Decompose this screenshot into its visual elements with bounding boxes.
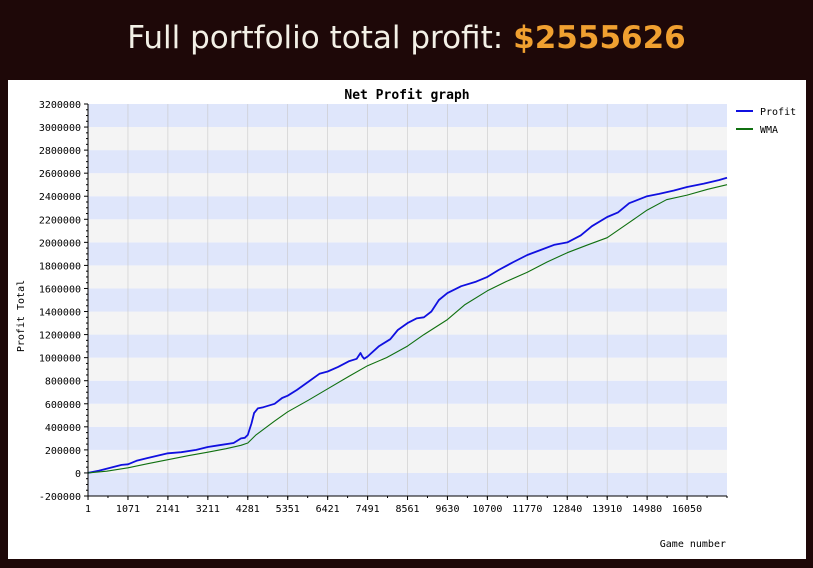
- header-label: Full portfolio total profit:: [127, 20, 504, 56]
- chart-panel: -200000 0 200000 400000 600000 800000 1000000 1…: [8, 80, 806, 559]
- y-tick-label: 200000: [45, 446, 81, 457]
- y-tick-label: 400000: [45, 423, 81, 434]
- y-tick-label: 2200000: [39, 215, 81, 226]
- x-tick-label: 2141: [156, 504, 180, 515]
- x-tick-label: 3211: [196, 504, 220, 515]
- y-axis-label: Profit Total: [16, 280, 27, 352]
- x-tick-label: 9630: [435, 504, 459, 515]
- x-tick-label: 13910: [592, 504, 622, 515]
- y-tick-label: 2600000: [39, 169, 81, 180]
- y-tick-label: 1800000: [39, 261, 81, 272]
- y-tick-label: 1600000: [39, 284, 81, 295]
- y-tick-label: 600000: [45, 400, 81, 411]
- x-tick-label: 14980: [632, 504, 662, 515]
- y-tick-label: 1400000: [39, 308, 81, 319]
- x-tick-label: 11770: [512, 504, 542, 515]
- x-tick-label: 5351: [276, 504, 300, 515]
- x-tick-label: 4281: [236, 504, 260, 515]
- y-tick-label: 1200000: [39, 331, 81, 342]
- x-tick-label: 1071: [116, 504, 140, 515]
- legend-label-profit: Profit: [760, 107, 796, 118]
- y-tick-label: 3000000: [39, 123, 81, 134]
- y-tick-label: 0: [75, 469, 81, 480]
- chart-title: Net Profit graph: [344, 88, 469, 103]
- portfolio-header: Full portfolio total profit: $2555626: [0, 0, 813, 76]
- legend-label-wma: WMA: [760, 125, 778, 136]
- x-tick-label: 8561: [395, 504, 419, 515]
- x-tick-label: 1: [85, 504, 91, 515]
- y-tick-label: -200000: [39, 492, 81, 503]
- x-tick-label: 7491: [356, 504, 380, 515]
- chart-series: [87, 176, 728, 474]
- series-line-profit: [87, 176, 728, 474]
- y-tick-label: 2000000: [39, 238, 81, 249]
- chart-axes: -200000 0 200000 400000 600000 800000 1000000 1…: [39, 100, 728, 515]
- y-tick-label: 2800000: [39, 146, 81, 157]
- net-profit-chart: -200000 0 200000 400000 600000 800000 1000000 1…: [16, 88, 796, 550]
- x-axis-label: Game number: [660, 539, 726, 550]
- y-tick-label: 3200000: [39, 100, 81, 111]
- y-tick-label: 800000: [45, 377, 81, 388]
- chart-legend: Profit WMA: [736, 107, 796, 136]
- total-profit-amount: $2555626: [513, 20, 686, 56]
- x-tick-label: 6421: [316, 504, 340, 515]
- x-tick-label: 12840: [552, 504, 582, 515]
- x-tick-label: 10700: [472, 504, 502, 515]
- series-line-wma: [87, 184, 728, 474]
- y-tick-label: 2400000: [39, 192, 81, 203]
- x-tick-label: 16050: [672, 504, 702, 515]
- y-tick-label: 1000000: [39, 354, 81, 365]
